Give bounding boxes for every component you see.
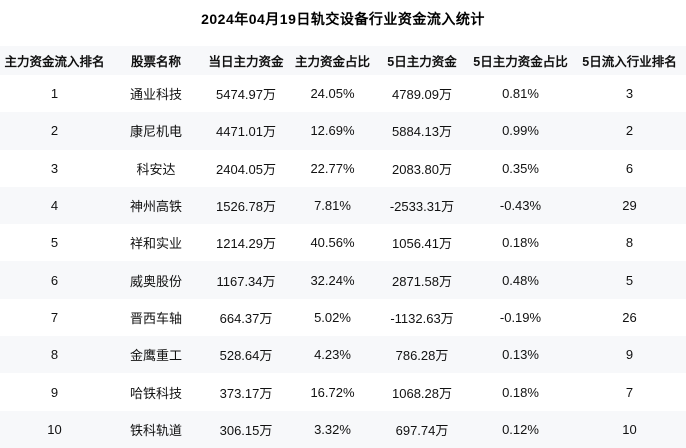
cell-5d-main-fund: 2871.58万 (392, 273, 452, 289)
cell-rank: 7 (50, 309, 59, 325)
cell-rank: 5 (50, 235, 59, 251)
col-header-5d-main-fund: 5日主力资金 (376, 46, 468, 75)
cell-main-fund-ratio: 16.72% (310, 384, 355, 400)
cell-stock-name: 科安达 (136, 161, 176, 177)
cell-5d-main-fund: 5884.13万 (392, 124, 452, 140)
cell-5d-main-fund-ratio: 0.99% (502, 123, 539, 139)
cell-5d-main-fund: -2533.31万 (389, 199, 455, 215)
cell-main-fund-ratio: 3.32% (314, 421, 351, 437)
cell-main-fund-ratio: 40.56% (310, 235, 355, 251)
cell-5d-main-fund-ratio: -0.19% (499, 309, 542, 325)
table-row: 7 晋西车轴 664.37万 5.02% -1132.63万 -0.19% 26 (0, 298, 686, 337)
cell-main-fund-ratio: 5.02% (314, 309, 351, 325)
cell-main-fund-ratio: 12.69% (310, 123, 355, 139)
cell-5d-main-fund: 697.74万 (395, 422, 449, 438)
table-row: 4 神州高铁 1526.78万 7.81% -2533.31万 -0.43% 2… (0, 186, 686, 225)
cell-5d-main-fund-ratio: 0.18% (502, 235, 539, 251)
cell-today-main-fund: 2404.05万 (216, 161, 276, 177)
cell-5d-industry-rank: 2 (625, 123, 634, 139)
cell-5d-main-fund-ratio: 0.12% (502, 421, 539, 437)
cell-rank: 2 (50, 123, 59, 139)
cell-5d-industry-rank: 29 (622, 198, 637, 214)
cell-5d-industry-rank: 10 (622, 421, 637, 437)
cell-5d-industry-rank: 5 (625, 272, 634, 288)
cell-rank: 6 (50, 272, 59, 288)
col-header-5d-industry-rank: 5日流入行业排名 (573, 46, 686, 75)
cell-stock-name: 康尼机电 (129, 124, 182, 140)
cell-5d-main-fund: 2083.80万 (392, 161, 452, 177)
cell-rank: 10 (47, 421, 62, 437)
cell-rank: 3 (50, 160, 59, 176)
cell-today-main-fund: 306.15万 (219, 422, 273, 438)
cell-5d-main-fund-ratio: 0.48% (502, 272, 539, 288)
cell-rank: 4 (50, 198, 59, 214)
cell-today-main-fund: 664.37万 (219, 310, 273, 326)
cell-rank: 1 (50, 86, 59, 102)
cell-5d-main-fund-ratio: 0.13% (502, 347, 539, 363)
table-row: 3 科安达 2404.05万 22.77% 2083.80万 0.35% 6 (0, 149, 686, 187)
cell-stock-name: 通业科技 (129, 87, 182, 103)
cell-today-main-fund: 373.17万 (219, 385, 273, 401)
cell-today-main-fund: 528.64万 (219, 348, 273, 364)
cell-today-main-fund: 1167.34万 (216, 273, 276, 289)
cell-5d-main-fund: 4789.09万 (392, 87, 452, 103)
cell-5d-main-fund-ratio: 0.35% (502, 160, 539, 176)
cell-5d-main-fund-ratio: 0.18% (502, 384, 539, 400)
page-title: 2024年04月19日轨交设备行业资金流入统计 (201, 11, 485, 27)
cell-5d-industry-rank: 7 (625, 384, 634, 400)
cell-main-fund-ratio: 4.23% (314, 347, 351, 363)
cell-5d-industry-rank: 3 (625, 86, 634, 102)
table-row: 10 铁科轨道 306.15万 3.32% 697.74万 0.12% 10 (0, 410, 686, 448)
cell-rank: 8 (50, 347, 59, 363)
cell-5d-main-fund-ratio: 0.81% (502, 86, 539, 102)
cell-stock-name: 金鹰重工 (129, 348, 182, 364)
cell-stock-name: 晋西车轴 (129, 310, 182, 326)
cell-stock-name: 铁科轨道 (129, 422, 182, 438)
cell-today-main-fund: 5474.97万 (216, 87, 276, 103)
table-row: 6 威奥股份 1167.34万 32.24% 2871.58万 0.48% 5 (0, 261, 686, 299)
cell-5d-main-fund: 786.28万 (395, 348, 449, 364)
col-header-today-main-fund: 当日主力资金 (203, 46, 289, 75)
cell-today-main-fund: 4471.01万 (216, 124, 276, 140)
cell-main-fund-ratio: 32.24% (310, 272, 355, 288)
cell-5d-industry-rank: 6 (625, 160, 634, 176)
cell-5d-industry-rank: 9 (625, 347, 634, 363)
table-row: 8 金鹰重工 528.64万 4.23% 786.28万 0.13% 9 (0, 336, 686, 374)
table-header-row: 主力资金流入排名 股票名称 当日主力资金 主力资金占比 5日主力资金 5日主力资… (0, 46, 686, 75)
col-header-main-inflow-rank: 主力资金流入排名 (0, 46, 109, 75)
col-header-stock-name: 股票名称 (109, 46, 203, 75)
cell-main-fund-ratio: 7.81% (314, 198, 351, 214)
col-header-5d-main-fund-ratio: 5日主力资金占比 (468, 46, 573, 75)
table-row: 5 祥和实业 1214.29万 40.56% 1056.41万 0.18% 8 (0, 224, 686, 262)
cell-5d-main-fund: -1132.63万 (390, 310, 454, 326)
cell-5d-industry-rank: 8 (625, 235, 634, 251)
col-header-main-fund-ratio: 主力资金占比 (289, 46, 376, 75)
table-row: 9 哈铁科技 373.17万 16.72% 1068.28万 0.18% 7 (0, 373, 686, 411)
cell-stock-name: 祥和实业 (129, 236, 182, 252)
cell-today-main-fund: 1214.29万 (216, 236, 276, 252)
cell-stock-name: 哈铁科技 (129, 385, 182, 401)
cell-5d-industry-rank: 26 (622, 309, 637, 325)
cell-main-fund-ratio: 24.05% (310, 86, 355, 102)
cell-5d-main-fund: 1056.41万 (392, 236, 452, 252)
table-row: 1 通业科技 5474.97万 24.05% 4789.09万 0.81% 3 (0, 75, 686, 113)
stats-table: 主力资金流入排名 股票名称 当日主力资金 主力资金占比 5日主力资金 5日主力资… (0, 46, 686, 448)
cell-main-fund-ratio: 22.77% (310, 160, 355, 176)
cell-stock-name: 神州高铁 (129, 199, 182, 215)
cell-5d-main-fund-ratio: -0.43% (499, 198, 542, 214)
cell-5d-main-fund: 1068.28万 (392, 385, 452, 401)
table-row: 2 康尼机电 4471.01万 12.69% 5884.13万 0.99% 2 (0, 112, 686, 150)
cell-stock-name: 威奥股份 (129, 273, 182, 289)
cell-today-main-fund: 1526.78万 (216, 199, 276, 215)
cell-rank: 9 (50, 384, 59, 400)
